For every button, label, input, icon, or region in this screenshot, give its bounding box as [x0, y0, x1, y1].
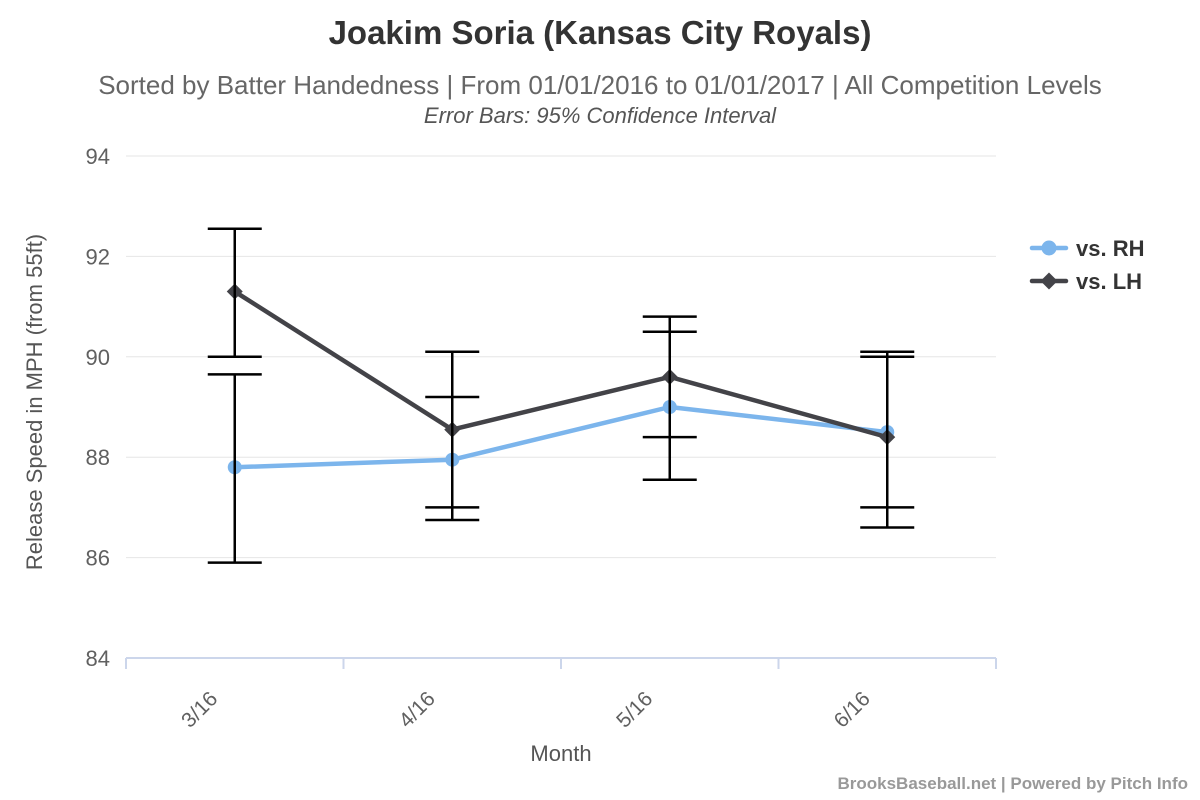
y-tick-label: 88 — [86, 445, 110, 470]
y-tick-label: 90 — [86, 345, 110, 370]
series-line-0 — [232, 404, 890, 470]
legend-symbol-vs-rh — [1029, 240, 1069, 256]
y-tick-label: 92 — [86, 244, 110, 269]
x-tick-label: 6/16 — [830, 687, 875, 732]
legend-item-vs-rh[interactable]: vs. RH — [1029, 236, 1144, 261]
x-tick-label: 4/16 — [395, 687, 440, 732]
y-tick-label: 86 — [86, 546, 110, 571]
series-line-1 — [232, 289, 890, 440]
legend-label-vs-lh: vs. LH — [1076, 269, 1142, 294]
plot-area: 84 86 88 90 92 94 3/16 4/16 5/16 6/16 — [86, 144, 997, 732]
legend-marker-0[interactable] — [1041, 240, 1057, 256]
y-axis-title: Release Speed in MPH (from 55ft) — [22, 234, 47, 570]
y-tick-label: 84 — [86, 646, 110, 671]
legend-item-vs-lh[interactable]: vs. LH — [1029, 269, 1142, 294]
legend-symbol-vs-lh — [1029, 272, 1069, 290]
x-tick-label: 3/16 — [177, 687, 222, 732]
y-tick-label: 94 — [86, 144, 110, 169]
error-bars-note: Error Bars: 95% Confidence Interval — [424, 103, 777, 128]
legend: vs. RH vs. LH — [1029, 236, 1144, 294]
chart-subtitle: Sorted by Batter Handedness | From 01/01… — [98, 70, 1102, 100]
footer-credit: BrooksBaseball.net | Powered by Pitch In… — [837, 774, 1188, 793]
x-axis-title: Month — [530, 741, 591, 766]
legend-label-vs-rh: vs. RH — [1076, 236, 1144, 261]
chart-title: Joakim Soria (Kansas City Royals) — [329, 14, 872, 51]
legend-marker-1[interactable] — [1040, 272, 1058, 290]
x-tick-label: 5/16 — [612, 687, 657, 732]
